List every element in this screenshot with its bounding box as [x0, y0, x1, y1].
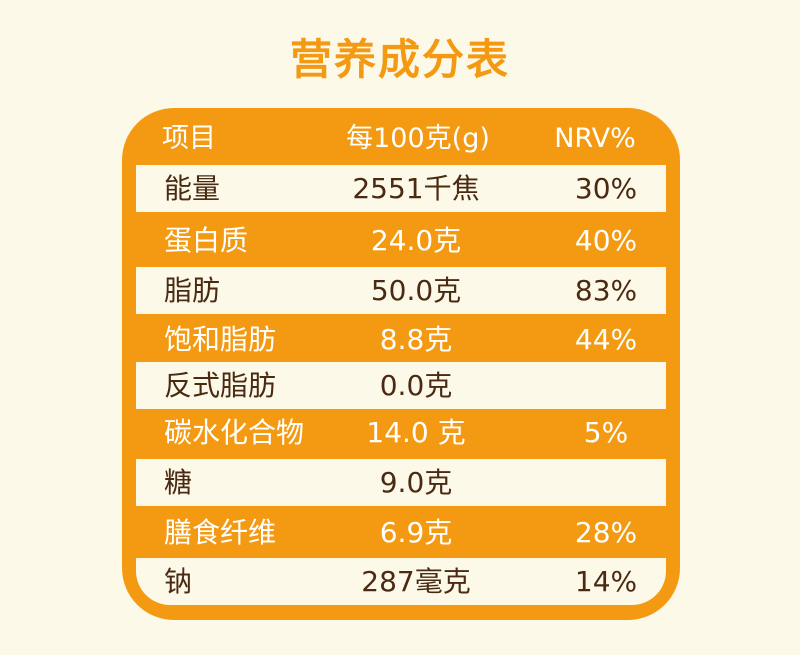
- row-name: 能量: [164, 172, 221, 205]
- row-name: 饱和脂肪: [164, 323, 277, 356]
- table-row: 能量 2551千焦 30%: [136, 165, 666, 212]
- row-name: 膳食纤维: [164, 516, 277, 549]
- row-value: 0.0克: [379, 369, 453, 402]
- row-value: 9.0克: [379, 466, 453, 499]
- table-row: 膳食纤维 6.9克 28%: [136, 509, 666, 556]
- row-name: 钠: [164, 565, 193, 598]
- table-row: 糖 9.0克: [136, 459, 666, 506]
- header-per100: 每100克(g): [346, 123, 490, 154]
- row-value: 8.8克: [379, 323, 453, 356]
- row-nrv: 44%: [574, 323, 638, 356]
- row-value: 14.0 克: [366, 416, 466, 449]
- row-value: 24.0克: [370, 224, 462, 257]
- row-nrv: 5%: [583, 416, 629, 449]
- table-header: 项目 每100克(g) NRV%: [122, 113, 680, 165]
- row-nrv: 28%: [574, 516, 638, 549]
- header-nrv: NRV%: [554, 123, 636, 154]
- row-name: 反式脂肪: [164, 369, 277, 402]
- table-row: 钠 287毫克 14%: [136, 558, 666, 605]
- header-item: 项目: [162, 123, 216, 154]
- table-row: 碳水化合物 14.0 克 5%: [136, 409, 666, 456]
- row-nrv: 30%: [574, 172, 638, 205]
- row-value: 50.0克: [370, 274, 462, 307]
- row-value: 6.9克: [379, 516, 453, 549]
- table-row: 脂肪 50.0克 83%: [136, 267, 666, 314]
- nutrition-table: 项目 每100克(g) NRV% 能量 2551千焦 30% 蛋白质 24.0克…: [122, 108, 680, 620]
- table-row: 蛋白质 24.0克 40%: [136, 217, 666, 264]
- row-nrv: 14%: [574, 565, 638, 598]
- table-row: 饱和脂肪 8.8克 44%: [136, 316, 666, 363]
- row-value: 287毫克: [361, 565, 471, 598]
- page-title: 营养成分表: [289, 35, 510, 84]
- row-name: 碳水化合物: [164, 416, 305, 449]
- table-row: 反式脂肪 0.0克: [136, 362, 666, 409]
- row-name: 脂肪: [164, 274, 221, 307]
- row-name: 糖: [164, 466, 193, 499]
- row-nrv: 40%: [574, 224, 638, 257]
- row-nrv: 83%: [574, 274, 638, 307]
- row-value: 2551千焦: [352, 172, 480, 205]
- row-name: 蛋白质: [164, 224, 249, 257]
